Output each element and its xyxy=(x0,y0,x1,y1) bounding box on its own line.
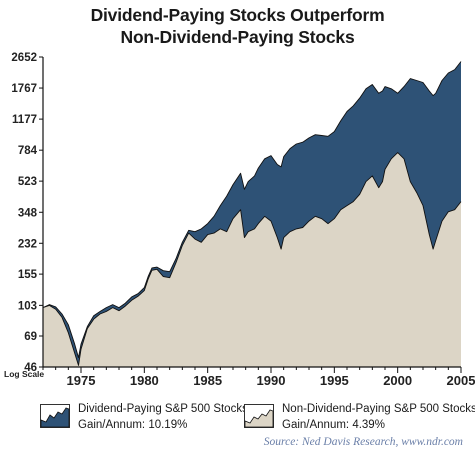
y-tick-label-523: 523 xyxy=(18,176,37,188)
x-tick-label-1995: 1995 xyxy=(320,373,349,388)
x-tick-label-1980: 1980 xyxy=(130,373,159,388)
series-line-dividend xyxy=(42,61,462,359)
legend-gain-dividend: Gain/Annum: 10.19% xyxy=(78,419,188,431)
legend-swatch-dividend-icon xyxy=(40,404,70,428)
y-tick-label-1767: 1767 xyxy=(11,83,37,95)
chart-title-line-1: Dividend-Paying Stocks Outperform xyxy=(90,5,385,25)
x-tick-label-2000: 2000 xyxy=(383,373,412,388)
y-tick-label-69: 69 xyxy=(24,331,37,343)
chart-title: Dividend-Paying Stocks Outperform Non-Di… xyxy=(0,4,475,48)
source-note: Source: Ned Davis Research, www.ndr.com xyxy=(263,436,463,448)
y-tick-label-155: 155 xyxy=(18,269,38,281)
x-tick-label-1975: 1975 xyxy=(67,373,96,388)
y-tick-label-232: 232 xyxy=(18,238,37,250)
y-tick-label-784: 784 xyxy=(18,145,38,157)
y-tick-label-46: 46 xyxy=(24,362,37,374)
y-tick-label-1177: 1177 xyxy=(12,114,37,126)
chart-title-line-2: Non-Dividend-Paying Stocks xyxy=(120,27,355,47)
x-tick-label-2005: 2005 xyxy=(447,373,475,388)
legend-gain-non-dividend: Gain/Annum: 4.39% xyxy=(282,419,385,431)
y-tick-label-2652: 2652 xyxy=(11,52,37,64)
y-tick-label-103: 103 xyxy=(18,300,37,312)
series-area-non-dividend xyxy=(43,152,461,367)
legend-swatch-non-dividend-icon xyxy=(244,404,274,428)
log-scale-note: Log Scale xyxy=(4,369,44,379)
x-tick-label-1985: 1985 xyxy=(193,373,222,388)
series-line-non-dividend xyxy=(42,152,462,366)
y-tick-label-348: 348 xyxy=(18,207,38,219)
legend-label-non-dividend: Non-Dividend-Paying S&P 500 Stocks xyxy=(282,403,475,415)
x-tick-label-1990: 1990 xyxy=(257,373,286,388)
legend-label-dividend: Dividend-Paying S&P 500 Stocks xyxy=(78,403,248,415)
